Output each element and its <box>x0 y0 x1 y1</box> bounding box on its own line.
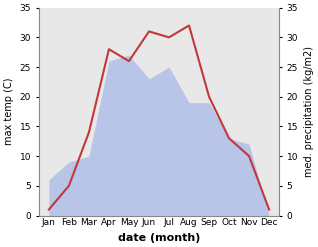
Y-axis label: max temp (C): max temp (C) <box>4 78 14 145</box>
X-axis label: date (month): date (month) <box>118 233 200 243</box>
Y-axis label: med. precipitation (kg/m2): med. precipitation (kg/m2) <box>304 46 314 177</box>
